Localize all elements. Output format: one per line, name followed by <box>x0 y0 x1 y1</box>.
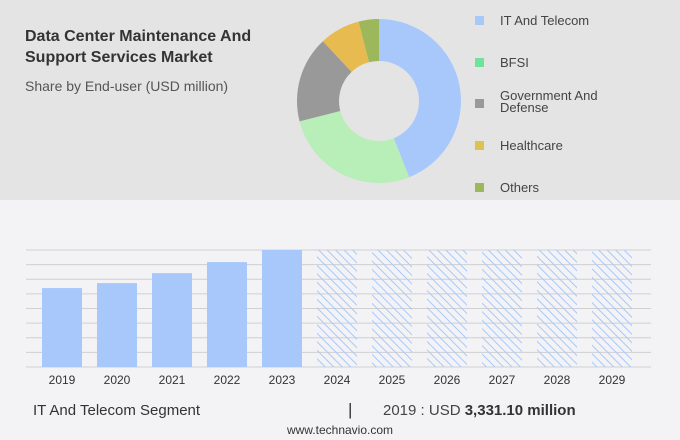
source-url: www.technavio.com <box>286 423 394 437</box>
x-tick-label: 2019 <box>49 373 76 387</box>
x-tick-label: 2021 <box>159 373 186 387</box>
bar-2028 <box>537 250 577 367</box>
bar-2024 <box>317 250 357 367</box>
bar-2021 <box>152 273 192 367</box>
chart-title: Data Center Maintenance And Support Serv… <box>25 28 252 66</box>
donut-slice-1 <box>299 110 410 183</box>
legend-swatch <box>475 58 484 67</box>
bar-2026 <box>427 250 467 367</box>
donut-slice-3 <box>322 21 370 72</box>
legend-label: BFSI <box>500 55 529 70</box>
x-tick-label: 2027 <box>489 373 516 387</box>
donut-slice-4 <box>358 19 379 63</box>
donut-slice-0 <box>379 19 461 178</box>
legend-label: Others <box>500 180 540 195</box>
x-tick-label: 2023 <box>269 373 296 387</box>
x-tick-label: 2022 <box>214 373 241 387</box>
legend-label: Government And Defense <box>500 88 598 115</box>
donut-slice-2 <box>297 41 352 122</box>
bar-2027 <box>482 250 522 367</box>
legend-label: IT And Telecom <box>500 13 590 28</box>
segment-value: 2019 : USD 3,331.10 million <box>383 402 576 419</box>
x-tick-label: 2025 <box>379 373 406 387</box>
bar-2022 <box>207 262 247 367</box>
year-label: 2019 : USD <box>383 402 461 419</box>
x-tick-label: 2024 <box>324 373 351 387</box>
bar-2019 <box>42 288 82 367</box>
bar-2023 <box>262 250 302 367</box>
x-tick-label: 2028 <box>544 373 571 387</box>
legend-swatch <box>475 183 484 192</box>
x-tick-label: 2020 <box>104 373 131 387</box>
bar-2029 <box>592 250 632 367</box>
bar-2025 <box>372 250 412 367</box>
segment-label: IT And Telecom Segment <box>33 402 201 419</box>
legend-swatch <box>475 141 484 150</box>
legend-label: Healthcare <box>500 138 563 153</box>
x-tick-label: 2029 <box>599 373 626 387</box>
legend-swatch <box>475 16 484 25</box>
bar-2020 <box>97 283 137 367</box>
value-amount: 3,331.10 million <box>464 402 576 419</box>
chart-subtitle: Share by End-user (USD million) <box>25 78 229 94</box>
separator: | <box>348 400 353 419</box>
x-tick-label: 2026 <box>434 373 461 387</box>
legend-swatch <box>475 99 484 108</box>
